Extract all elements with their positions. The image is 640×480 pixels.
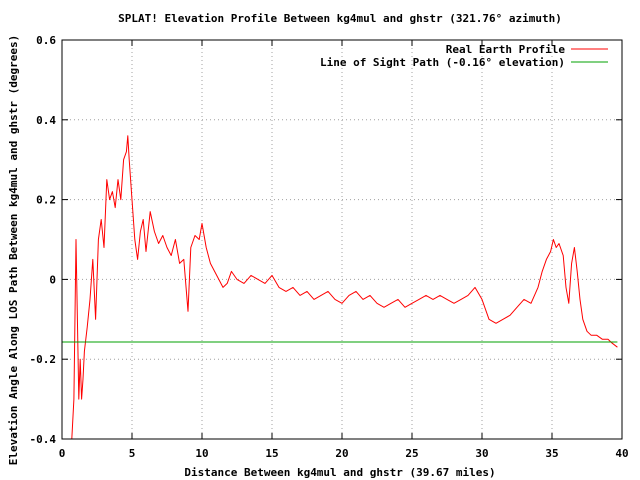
x-axis-label: Distance Between kg4mul and ghstr (39.67… (184, 466, 495, 479)
y-tick-label: 0.2 (36, 194, 56, 207)
y-tick-label: 0.4 (36, 114, 56, 127)
x-tick-label: 25 (405, 447, 418, 460)
x-tick-label: 35 (545, 447, 558, 460)
x-tick-label: 5 (129, 447, 136, 460)
x-tick-label: 30 (475, 447, 488, 460)
y-axis-label: Elevation Angle Along LOS Path Between k… (7, 35, 20, 465)
legend-label-line-of-sight-path: Line of Sight Path (-0.16° elevation) (320, 56, 565, 69)
x-tick-label: 10 (195, 447, 208, 460)
legend-label-real-earth-profile: Real Earth Profile (446, 43, 566, 56)
data-series (62, 135, 618, 440)
plot-frame (61, 39, 623, 440)
y-tick-label: 0 (49, 273, 56, 286)
chart-title: SPLAT! Elevation Profile Between kg4mul … (118, 12, 562, 25)
y-tick-label: 0.6 (36, 34, 56, 47)
real-earth-profile-line (71, 135, 618, 440)
x-tick-label: 40 (615, 447, 628, 460)
grid-lines (62, 39, 622, 439)
x-tick-label: 0 (59, 447, 66, 460)
axis-ticks: 0 5 10 15 20 25 30 35 40 -0.4 -0.2 0 0.2 0.4 0.6 (30, 34, 629, 460)
y-tick-label: -0.4 (30, 433, 57, 446)
y-tick-label: -0.2 (30, 353, 57, 366)
chart-legend: Real Earth Profile Line of Sight Path (-… (320, 43, 608, 69)
x-tick-label: 15 (265, 447, 278, 460)
x-tick-label: 20 (335, 447, 348, 460)
